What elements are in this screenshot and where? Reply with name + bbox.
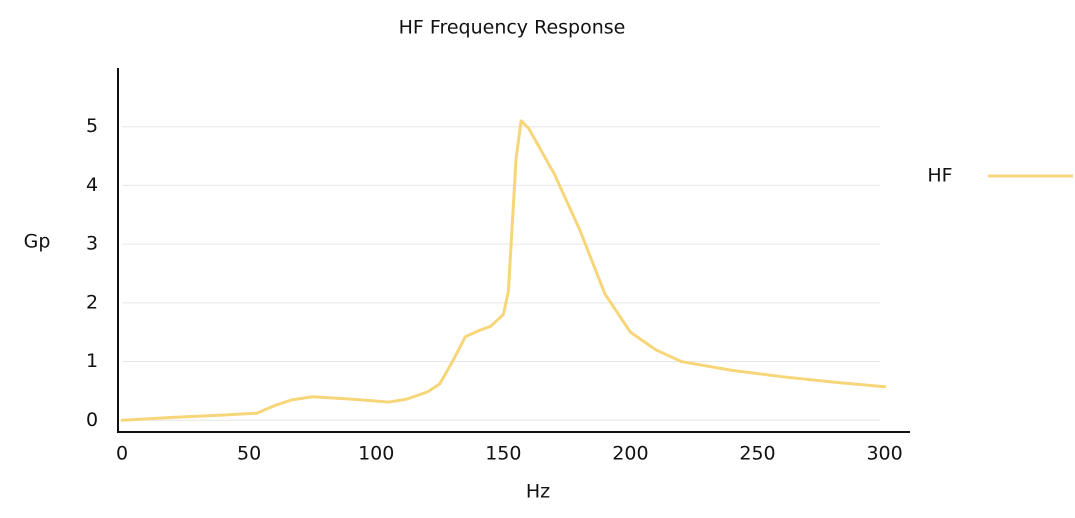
x-axis-label: Hz [526,481,550,503]
y-tick-label: 5 [86,115,98,137]
y-axis-label: Gp [24,231,51,253]
data-line [120,119,887,422]
chart-title: HF Frequency Response [399,17,626,39]
x-tick-label: 100 [358,443,394,465]
x-tick-label: 150 [485,443,521,465]
y-tick-label: 2 [86,291,98,313]
x-tick-label: 250 [739,443,775,465]
y-tick-label: 4 [86,174,98,196]
x-tick-label: 200 [612,443,648,465]
x-tick-label: 300 [866,443,902,465]
y-tick-label: 0 [86,409,98,431]
y-tick-label: 3 [86,233,98,255]
legend-label: HF [927,165,952,187]
y-tick-label: 1 [86,350,98,372]
x-tick-label: 50 [237,443,261,465]
x-tick-label: 0 [116,443,128,465]
